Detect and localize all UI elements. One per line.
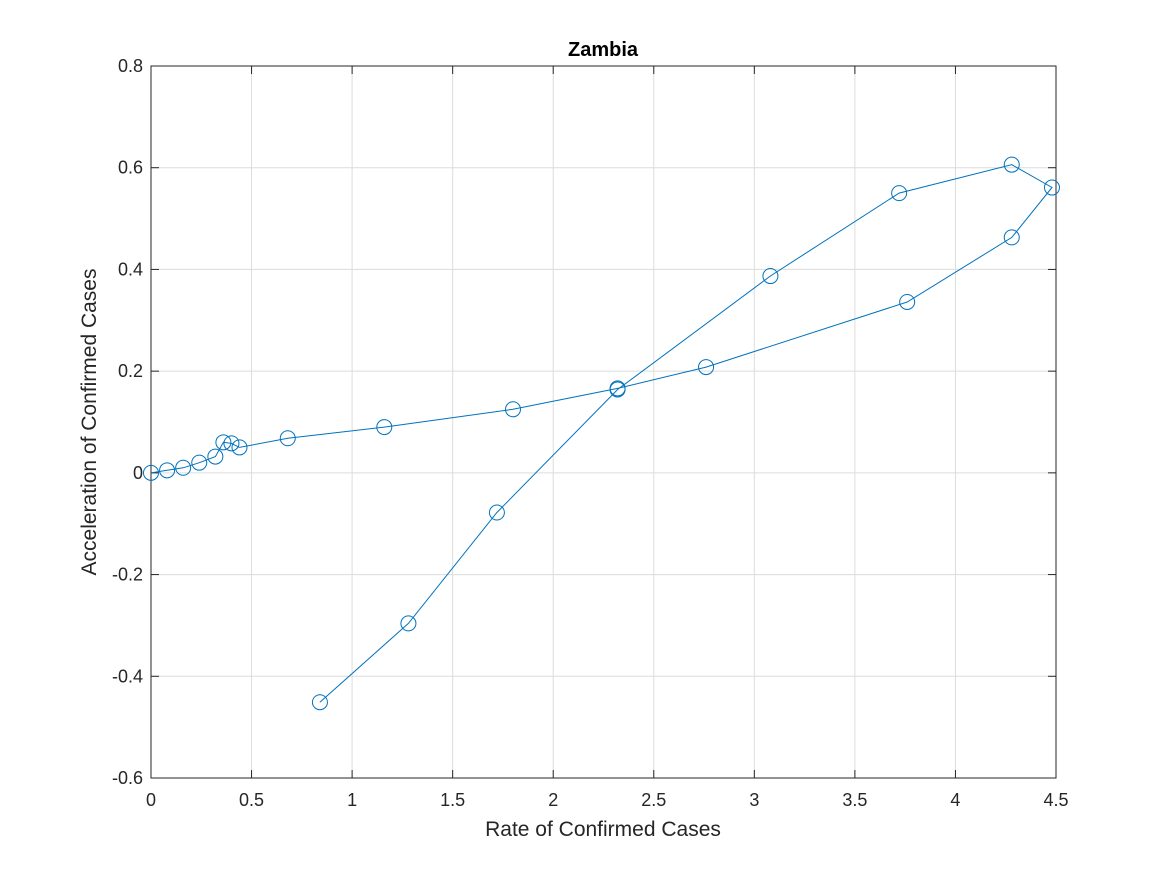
data-point-marker — [698, 359, 715, 376]
y-tick-label: 0.2 — [118, 361, 143, 381]
data-point-marker — [279, 430, 296, 447]
y-axis-label: Acceleration of Confirmed Cases — [78, 269, 101, 576]
series-group — [143, 156, 1060, 711]
x-tick-label: 2.5 — [641, 790, 666, 810]
data-point-marker — [400, 615, 417, 632]
data-point-marker — [143, 464, 159, 481]
x-tick-label: 3 — [749, 790, 759, 810]
y-tick-labels: -0.6 -0.4 -0.2 0 0.2 0.4 0.6 0.8 — [112, 56, 143, 788]
y-tick-label: -0.6 — [112, 768, 143, 788]
data-point-marker — [1003, 229, 1020, 246]
data-point-marker — [175, 459, 192, 476]
x-tick-label: 0 — [146, 790, 156, 810]
x-tick-label: 1 — [347, 790, 357, 810]
data-point-marker — [231, 439, 248, 456]
ticks — [150, 65, 1057, 779]
data-point-marker — [899, 293, 916, 310]
data-point-marker — [215, 434, 232, 451]
axes-box — [150, 65, 1057, 779]
x-tick-label: 0.5 — [239, 790, 264, 810]
x-tick-label: 4.5 — [1043, 790, 1068, 810]
data-point-marker — [762, 268, 779, 285]
data-point-marker — [505, 401, 521, 418]
x-tick-label: 4 — [950, 790, 960, 810]
y-tick-label: -0.4 — [112, 666, 143, 686]
data-point-marker — [311, 694, 328, 711]
data-point-marker — [891, 185, 908, 202]
data-point-marker — [223, 435, 240, 452]
x-tick-label: 3.5 — [842, 790, 867, 810]
data-point-marker — [159, 462, 176, 479]
data-point-marker — [609, 381, 626, 398]
data-point-marker — [207, 448, 224, 465]
y-tick-label: 0.4 — [118, 259, 143, 279]
data-point-marker — [1043, 179, 1060, 196]
x-tick-labels: 0 0.5 1 1.5 2 2.5 3 3.5 4 4.5 — [146, 790, 1069, 810]
data-point-marker — [488, 504, 505, 521]
x-axis-label: Rate of Confirmed Cases — [485, 818, 721, 841]
data-point-marker — [376, 419, 393, 436]
x-tick-label: 2 — [548, 790, 558, 810]
data-point-marker — [191, 454, 208, 471]
y-tick-label: -0.2 — [112, 565, 143, 585]
y-tick-label: 0 — [133, 463, 143, 483]
chart-title: Zambia — [568, 39, 639, 61]
y-tick-label: 0.6 — [118, 158, 143, 178]
y-tick-label: 0.8 — [118, 56, 143, 76]
data-point-marker — [1003, 156, 1020, 173]
series-line — [150, 164, 1053, 703]
x-tick-label: 1.5 — [440, 790, 465, 810]
